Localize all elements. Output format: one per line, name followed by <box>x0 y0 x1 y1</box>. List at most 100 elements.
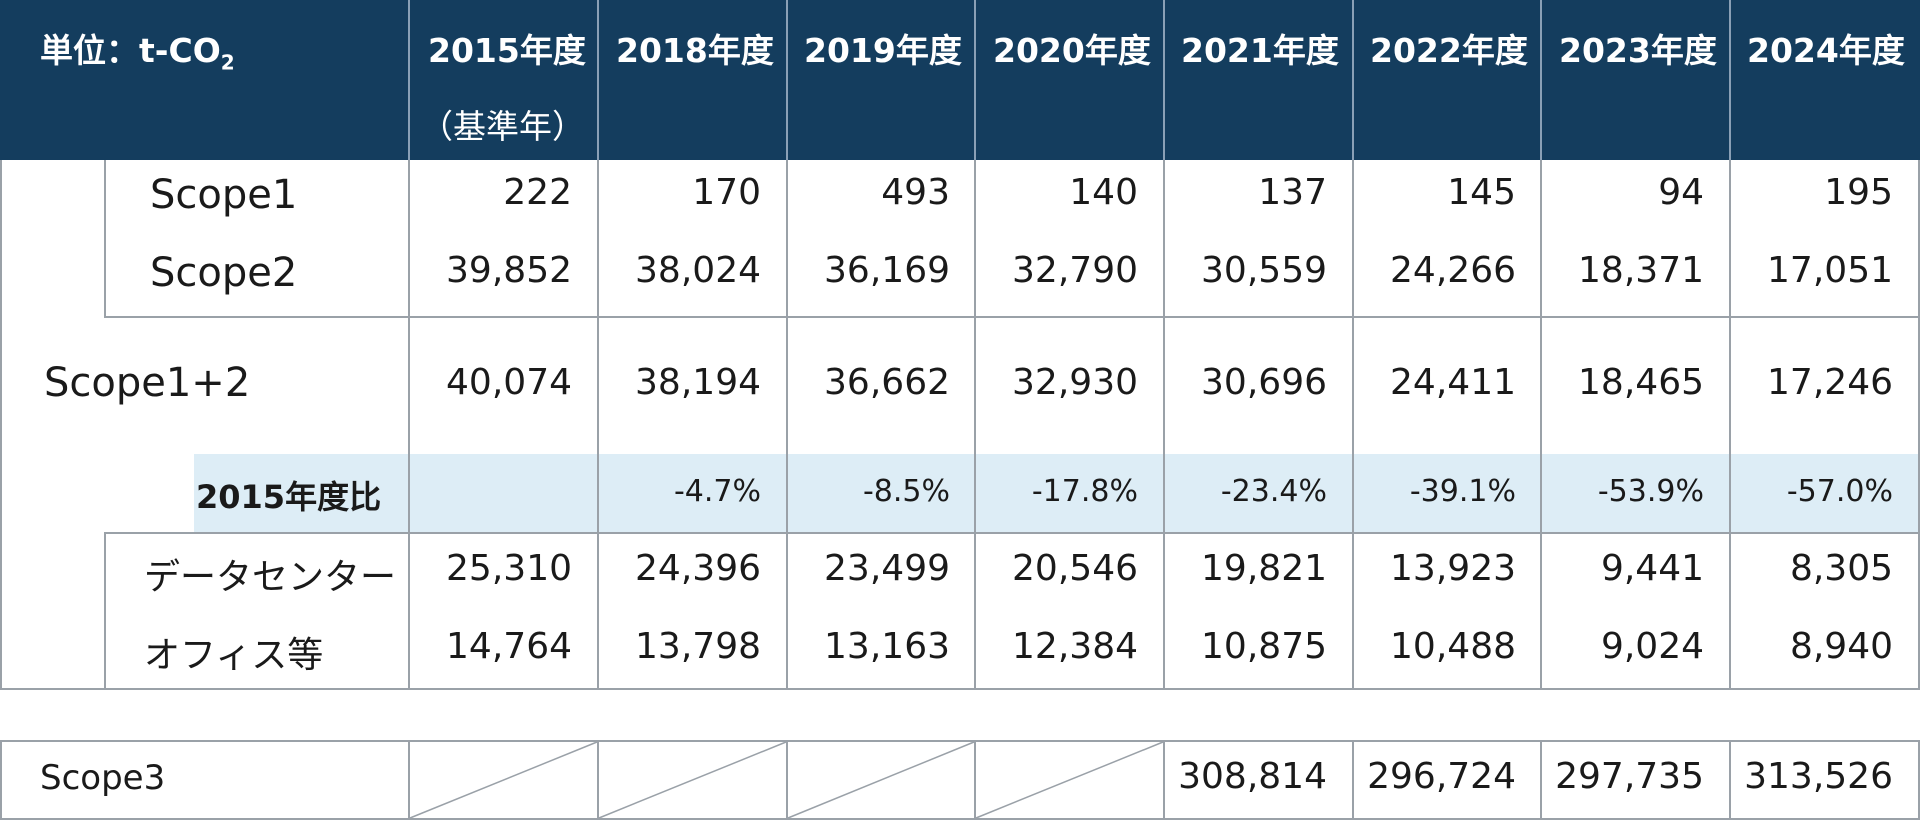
unit-label: 単位：t-CO2 <box>40 31 235 75</box>
table-border-bottom <box>0 688 1920 690</box>
header-divider <box>1540 0 1542 160</box>
ratio-value: -57.0% <box>1786 474 1893 509</box>
ratio-value: -17.8% <box>1031 474 1138 509</box>
datacenter-value: 8,305 <box>1789 548 1893 589</box>
year-header-2020: 2020年度 <box>993 31 1151 70</box>
ratio-row-background <box>194 454 1920 532</box>
scope12-value: 24,411 <box>1390 362 1516 403</box>
header-divider <box>597 0 599 160</box>
header-divider <box>1352 0 1354 160</box>
row-divider <box>104 316 1920 318</box>
scope2-value: 39,852 <box>446 250 572 291</box>
row-label-office: オフィス等 <box>144 635 324 676</box>
year-header-2023: 2023年度 <box>1559 31 1717 70</box>
scope2-value: 18,371 <box>1578 250 1704 291</box>
scope3-column-divider <box>974 740 976 820</box>
column-divider <box>1352 160 1354 690</box>
scope3-column-divider <box>786 740 788 820</box>
table-header: 単位：t-CO2 2015年度 （基準年） 2018年度 2019年度 2020… <box>0 0 1920 160</box>
row-label-scope3: Scope3 <box>40 758 166 798</box>
scope3-column-divider <box>1352 740 1354 820</box>
scope2-value: 32,790 <box>1012 250 1138 291</box>
scope2-value: 17,051 <box>1767 250 1893 291</box>
column-divider <box>1163 160 1165 690</box>
scope1-value: 137 <box>1258 172 1327 213</box>
office-value: 8,940 <box>1789 626 1893 667</box>
ratio-value: -53.9% <box>1597 474 1704 509</box>
year-header-2015: 2015年度 <box>428 31 586 70</box>
scope2-value: 30,559 <box>1201 250 1327 291</box>
column-divider <box>974 160 976 690</box>
column-divider <box>786 160 788 690</box>
office-value: 10,488 <box>1390 626 1516 667</box>
row-label-scope1: Scope1 <box>150 172 298 218</box>
ratio-value: -39.1% <box>1409 474 1516 509</box>
scope3-column-divider <box>1163 740 1165 820</box>
row-label-scope12: Scope1+2 <box>44 360 251 406</box>
scope1-value: 145 <box>1447 172 1516 213</box>
row-divider <box>104 532 1920 534</box>
scope2-value: 38,024 <box>635 250 761 291</box>
header-divider <box>786 0 788 160</box>
column-divider <box>597 160 599 690</box>
year-header-2019: 2019年度 <box>804 31 962 70</box>
row-label-scope2: Scope2 <box>150 250 298 296</box>
office-value: 13,163 <box>824 626 950 667</box>
datacenter-value: 25,310 <box>446 548 572 589</box>
empty-cell-slash <box>409 741 598 819</box>
scope3-column-divider <box>597 740 599 820</box>
scope1-value: 94 <box>1658 172 1704 213</box>
row-label-ratio: 2015年度比 <box>196 478 382 516</box>
column-divider <box>1729 160 1731 690</box>
scope3-border-top <box>0 740 1920 742</box>
scope3-value: 297,735 <box>1555 756 1704 797</box>
scope3-border-right <box>1918 740 1920 820</box>
row-label-datacenter: データセンター <box>144 557 397 598</box>
scope12-value: 32,930 <box>1012 362 1138 403</box>
scope3-column-divider <box>408 740 410 820</box>
datacenter-value: 24,396 <box>635 548 761 589</box>
scope3-column-divider <box>1729 740 1731 820</box>
office-value: 13,798 <box>635 626 761 667</box>
header-divider <box>1163 0 1165 160</box>
scope12-value: 36,662 <box>824 362 950 403</box>
scope3-value: 296,724 <box>1367 756 1516 797</box>
header-divider <box>408 0 410 160</box>
scope3-value: 313,526 <box>1744 756 1893 797</box>
empty-cell-slash <box>787 741 975 819</box>
office-value: 14,764 <box>446 626 572 667</box>
scope1-value: 222 <box>503 172 572 213</box>
datacenter-value: 13,923 <box>1390 548 1516 589</box>
scope12-value: 17,246 <box>1767 362 1893 403</box>
scope2-value: 24,266 <box>1390 250 1516 291</box>
breakdown-inner-border <box>104 532 106 690</box>
year-header-2018: 2018年度 <box>616 31 774 70</box>
empty-cell-slash <box>598 741 787 819</box>
ratio-value: -23.4% <box>1220 474 1327 509</box>
column-divider <box>408 160 410 690</box>
scope2-value: 36,169 <box>824 250 950 291</box>
scope1-value: 195 <box>1824 172 1893 213</box>
office-value: 12,384 <box>1012 626 1138 667</box>
scope3-border-left <box>0 740 2 820</box>
datacenter-value: 19,821 <box>1201 548 1327 589</box>
scope3-value: 308,814 <box>1178 756 1327 797</box>
base-year-note: （基準年） <box>420 107 585 146</box>
scope1-value: 493 <box>881 172 950 213</box>
scope-inner-border <box>104 160 106 316</box>
scope3-border-bottom <box>0 818 1920 820</box>
header-divider <box>1729 0 1731 160</box>
column-divider <box>1540 160 1542 690</box>
year-header-2021: 2021年度 <box>1181 31 1339 70</box>
header-divider <box>974 0 976 160</box>
scope1-value: 140 <box>1069 172 1138 213</box>
empty-cell-slash <box>975 741 1164 819</box>
table-border-left <box>0 160 2 690</box>
scope12-value: 18,465 <box>1578 362 1704 403</box>
scope3-column-divider <box>1540 740 1542 820</box>
year-header-2024: 2024年度 <box>1747 31 1905 70</box>
scope12-value: 40,074 <box>446 362 572 403</box>
datacenter-value: 20,546 <box>1012 548 1138 589</box>
scope1-value: 170 <box>692 172 761 213</box>
